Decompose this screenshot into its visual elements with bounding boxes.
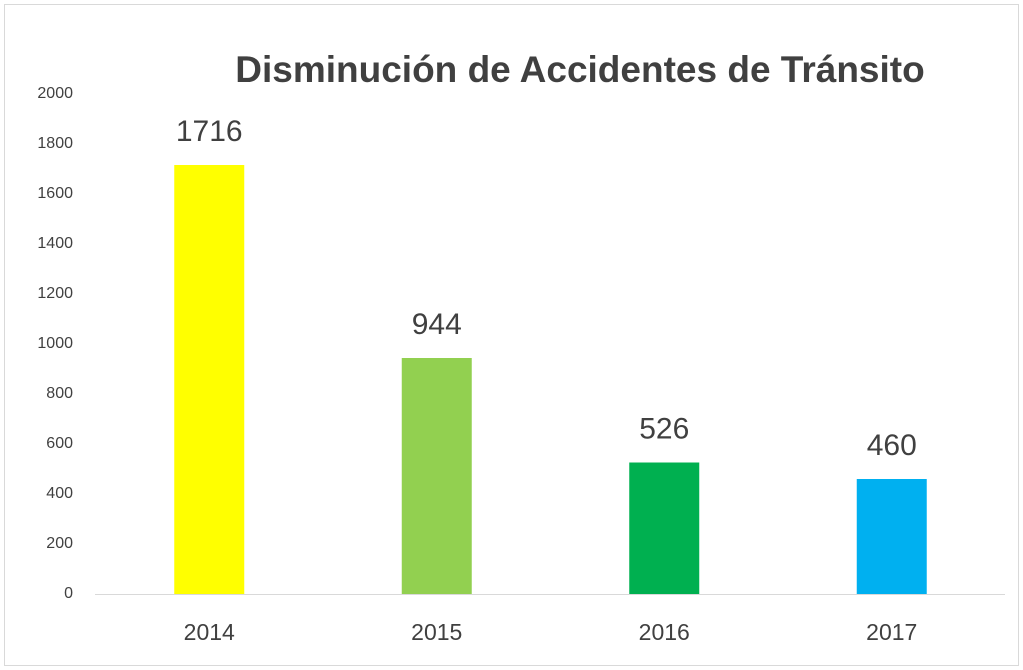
data-label: 1716 [176,115,243,148]
data-label: 944 [412,308,462,341]
x-tick-label: 2017 [866,619,917,645]
bar [629,462,700,594]
y-tick-label: 1600 [37,185,73,202]
y-tick-label: 1800 [37,135,73,152]
y-tick-label: 0 [64,585,73,602]
y-tick-label: 2000 [37,85,73,102]
y-tick-label: 800 [46,385,73,402]
x-tick-label: 2014 [184,619,235,645]
bar [856,479,927,594]
x-tick-label: 2016 [639,619,690,645]
data-label: 526 [639,412,689,445]
bar [174,165,245,594]
y-tick-label: 1000 [37,335,73,352]
chart-title: Disminución de Accidentes de Tránsito [235,49,924,90]
bar [401,358,472,594]
chart-border [4,4,1019,666]
y-tick-label: 1400 [37,235,73,252]
data-label: 460 [867,429,917,462]
y-tick-label: 600 [46,435,73,452]
x-tick-label: 2015 [411,619,462,645]
y-tick-label: 400 [46,485,73,502]
y-tick-label: 1200 [37,285,73,302]
y-tick-label: 200 [46,535,73,552]
